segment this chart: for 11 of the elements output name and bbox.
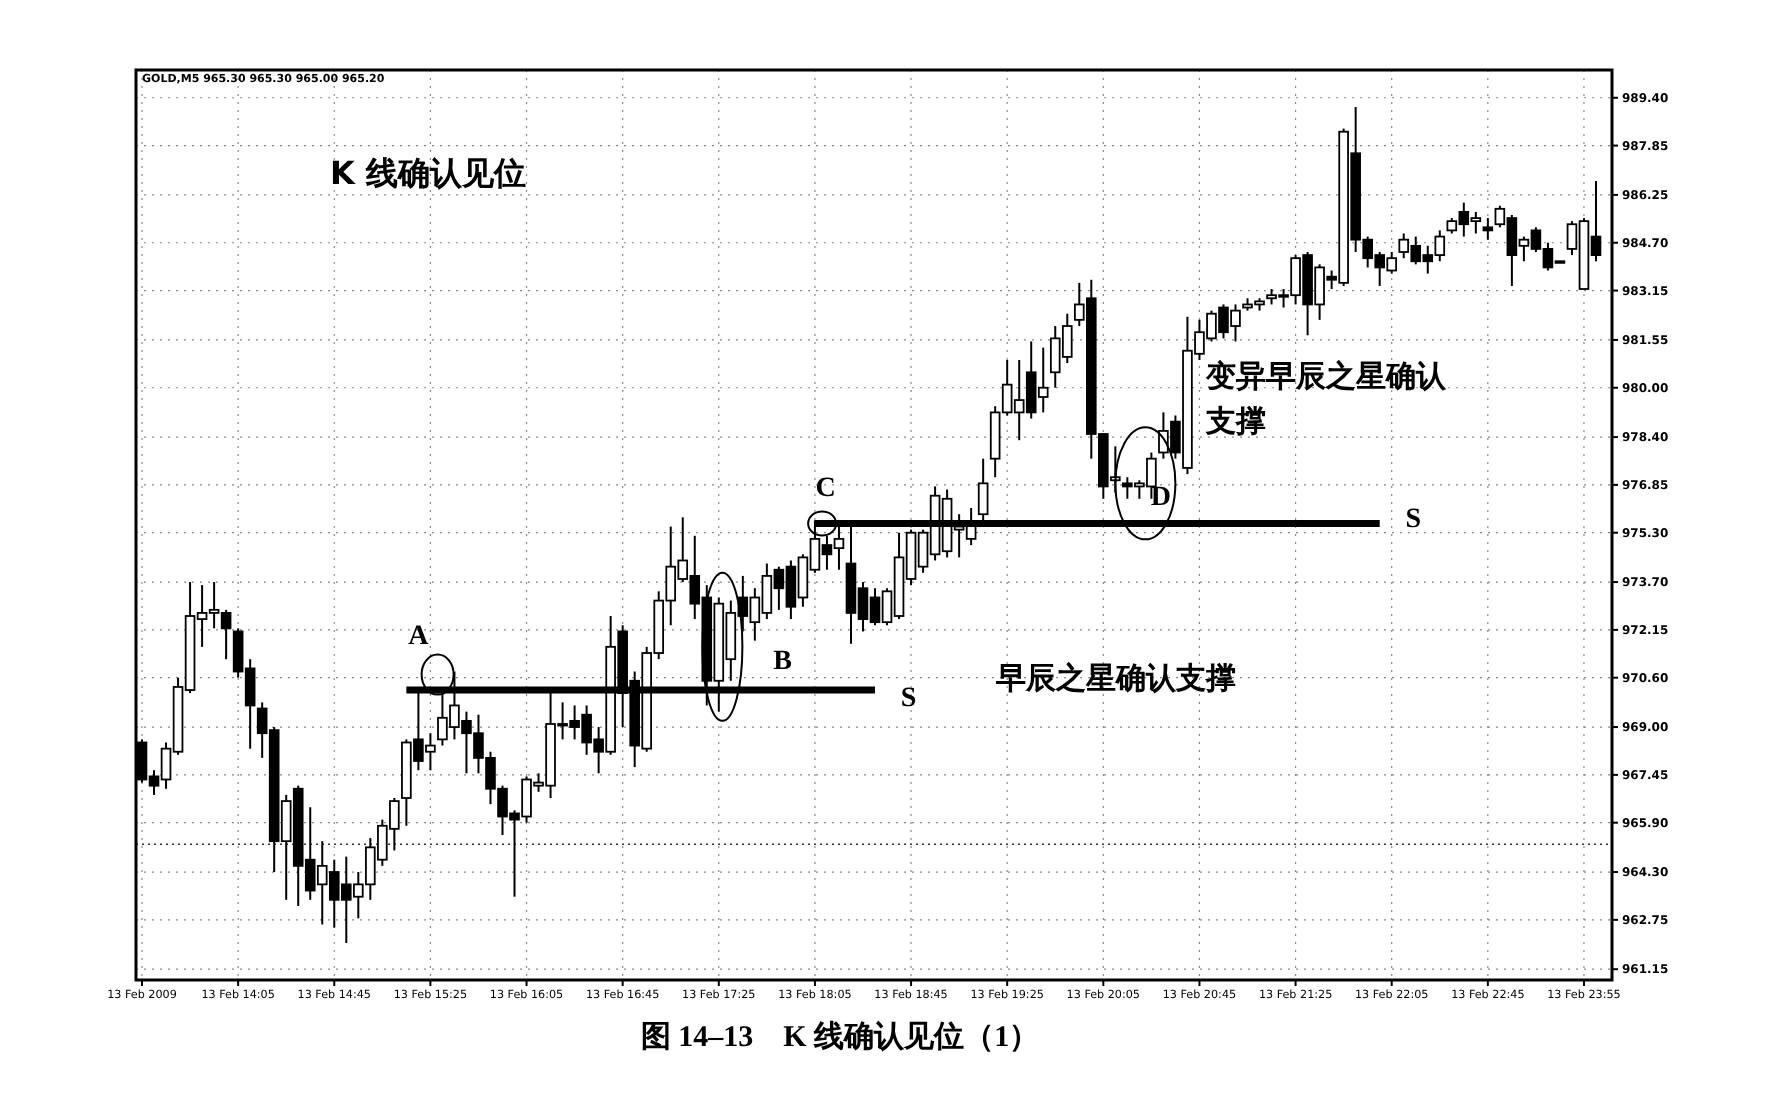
caption: 图 14–13 K 线确认见位（1） (640, 1020, 1040, 1054)
annotation: A (408, 622, 431, 653)
candlestick (1482, 217, 1494, 241)
annotation: S (900, 684, 917, 714)
annotation: D (1150, 483, 1172, 514)
annotation: S (1405, 505, 1422, 536)
annotation: 早辰之星确认支撑 (994, 660, 1236, 696)
text: K 线确认见位 (330, 154, 526, 192)
annotation: 变异早辰之星确认支撑 (1204, 358, 1448, 439)
annotation: C (815, 474, 836, 505)
annotation: B (773, 646, 792, 677)
